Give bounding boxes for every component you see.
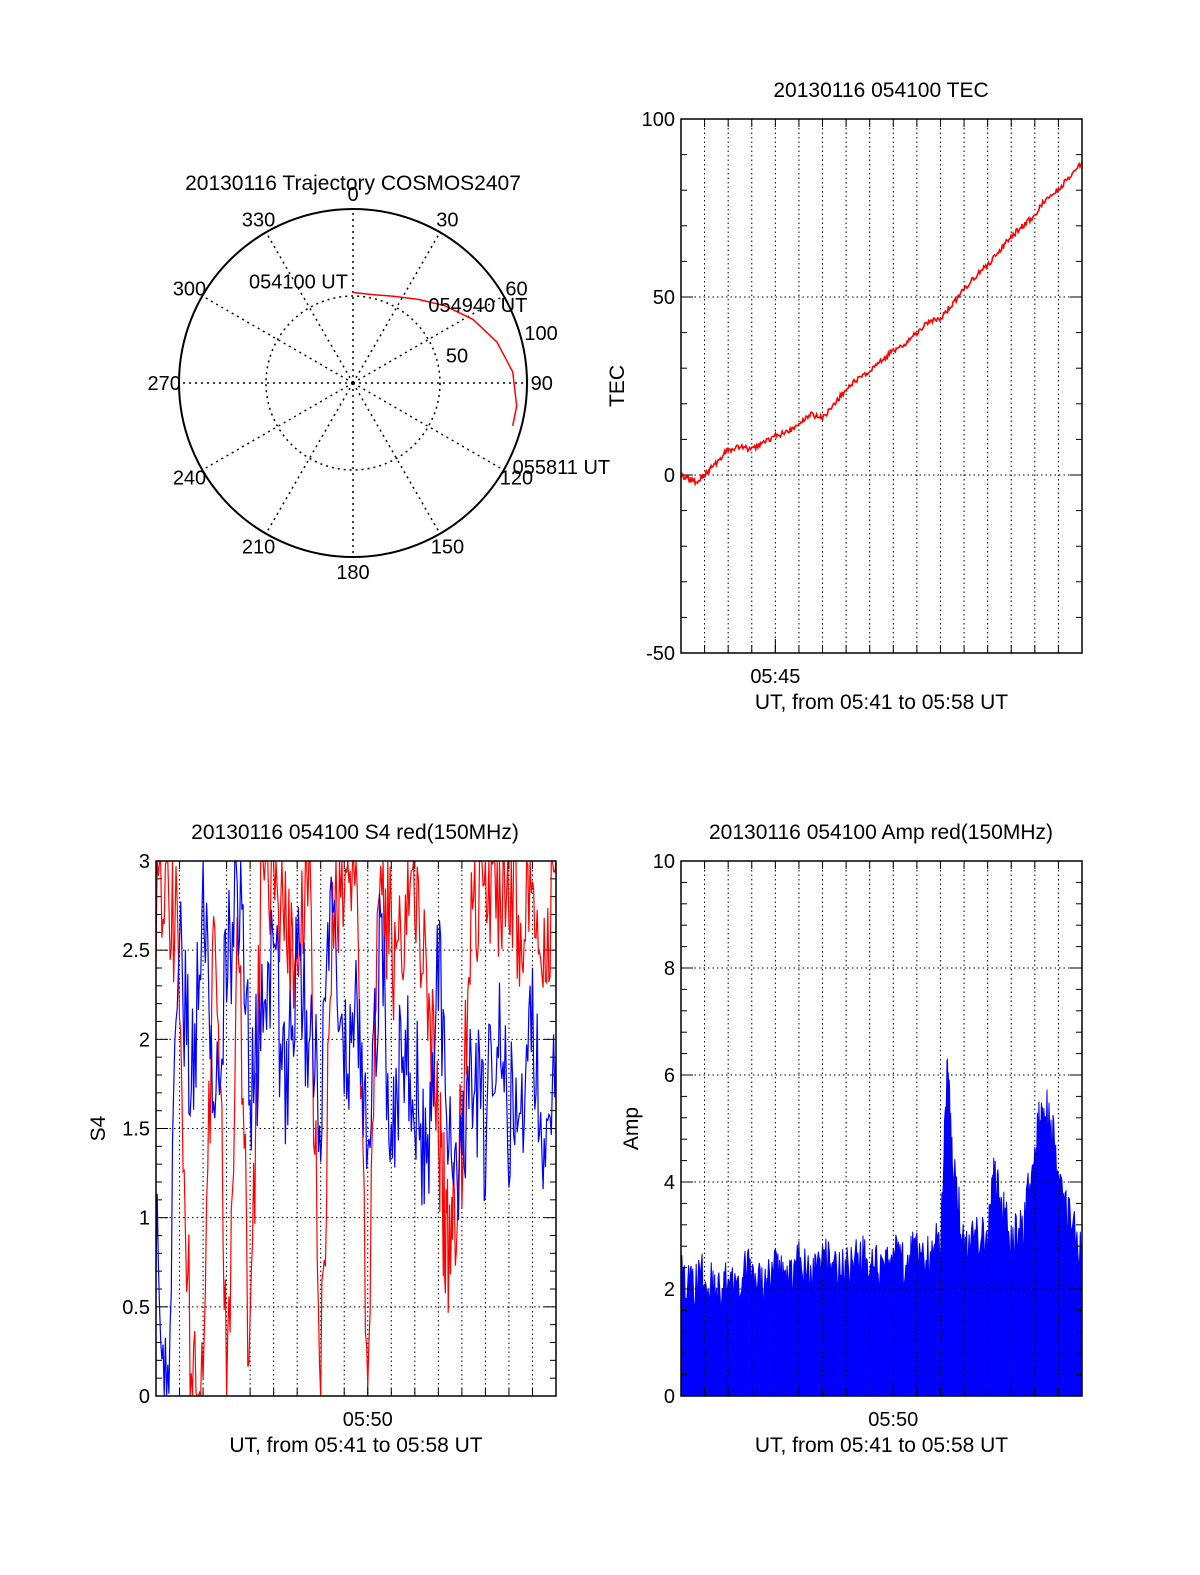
s4-x-tick-label: 05:50 (343, 1409, 393, 1431)
tec-y-tick-label: -50 (646, 643, 675, 665)
amp-y-tick-labels: 0 2 4 6 8 10 (653, 851, 675, 1408)
tec-y-tick-labels: -50 0 50 100 (642, 109, 675, 665)
s4-series-line (155, 860, 557, 1397)
amp-panel: 20130116 054100 Amp red(150MHz) 0246810 … (620, 821, 1083, 1457)
s4-panel: 20130116 054100 S4 red(150MHz) 0 0.5 1 1.5 2… (87, 821, 557, 1457)
s4-y-tick-labels: 0 0.5 1 1.5 2 2.5 3 (122, 851, 150, 1408)
amp-y-tick-label: 4 (664, 1172, 675, 1194)
amp-title: 20130116 054100 Amp red(150MHz) (709, 821, 1053, 844)
polar-grid-spoke (201, 295, 354, 384)
tec-series-line (680, 161, 1083, 487)
polar-grid-spoke (352, 295, 505, 384)
polar-angle-tick-label: 330 (242, 210, 275, 232)
amp-y-tick-label: 8 (664, 958, 675, 980)
polar-angle-tick-label: 90 (531, 373, 553, 395)
polar-grid-spoke (352, 382, 505, 471)
tec-y-axis-label: TEC (606, 365, 629, 407)
amp-y-tick-label: 6 (664, 1065, 675, 1087)
polar-angle-tick-label: 210 (242, 536, 275, 558)
amp-x-tick-label: 05:50 (868, 1409, 918, 1431)
s4-y-tick-label: 1 (139, 1208, 150, 1230)
polar-angle-tick-label: 180 (336, 562, 369, 584)
amp-grid (681, 860, 1082, 1397)
polar-angle-tick-label: 30 (436, 210, 458, 232)
tec-x-tick-label: 05:45 (750, 666, 800, 688)
trajectory-series (352, 291, 518, 426)
tec-y-tick-label: 0 (664, 465, 675, 487)
polar-angle-tick-label: 300 (173, 279, 206, 301)
polar-grid-spoke (352, 231, 441, 384)
polar-radial-tick-labels: 50 100 (446, 323, 558, 368)
s4-grid (156, 860, 556, 1397)
trajectory-time-annotation: 054940 UT (428, 295, 527, 317)
s4-y-tick-label: 1.5 (122, 1119, 150, 1141)
tec-x-axis-label: UT, from 05:41 to 05:58 UT (755, 691, 1008, 714)
amp-x-tick-labels: 05:50 (868, 1409, 918, 1431)
amp-y-tick-label: 0 (664, 1386, 675, 1408)
polar-angle-tick-label: 240 (173, 467, 206, 489)
trajectory-title: 20130116 Trajectory COSMOS2407 (185, 172, 521, 195)
polar-grid-spoke (265, 231, 354, 384)
amp-series-area (680, 1057, 1083, 1397)
tec-y-tick-label: 50 (653, 287, 675, 309)
amp-series (680, 1057, 1083, 1397)
polar-angle-tick-label: 0 (347, 184, 358, 206)
polar-grid (179, 209, 527, 557)
s4-y-tick-label: 0 (139, 1386, 150, 1408)
tec-x-tick-labels: 05:45 (750, 666, 800, 688)
trajectory-panel: 20130116 Trajectory COSMOS2407 0 30 60 90 12… (148, 172, 611, 584)
polar-grid-spoke (265, 382, 354, 535)
s4-x-tick-labels: 05:50 (343, 1409, 393, 1431)
tec-panel: 20130116 054100 TEC -50 0 50 100 05:45 UT, … (606, 79, 1083, 714)
tec-series (680, 161, 1083, 487)
tec-y-tick-label: 100 (642, 109, 675, 131)
polar-outer-circle (178, 208, 528, 558)
amp-plot-frame (680, 860, 1083, 1397)
amp-x-axis-label: UT, from 05:41 to 05:58 UT (755, 1434, 1008, 1457)
tec-grid (681, 118, 1082, 654)
amp-y-axis-label: Amp (620, 1107, 643, 1150)
trajectory-time-annotation: 054100 UT (249, 272, 348, 294)
polar-angle-tick-label: 150 (431, 536, 464, 558)
tec-plot-frame (680, 118, 1083, 654)
polar-grid-spoke (201, 382, 354, 471)
polar-grid-ring (265, 295, 441, 471)
amp-y-tick-label: 2 (664, 1279, 675, 1301)
polar-grid-spoke (352, 382, 441, 535)
s4-series (155, 860, 557, 1397)
tec-title: 20130116 054100 TEC (773, 79, 988, 102)
polar-angular-tick-labels: 0 30 60 90 120 150 180 210 240 270 300 330 (148, 184, 553, 584)
s4-y-axis-label: S4 (87, 1115, 110, 1141)
trajectory-line (352, 291, 518, 426)
amp-y-tick-label: 10 (653, 851, 675, 873)
trajectory-annotations: 054100 UT 054940 UT 055811 UT (249, 272, 610, 479)
s4-y-tick-label: 3 (139, 851, 150, 873)
s4-y-tick-label: 0.5 (122, 1297, 150, 1319)
polar-angle-tick-label: 270 (148, 373, 181, 395)
s4-x-axis-label: UT, from 05:41 to 05:58 UT (229, 1434, 482, 1457)
s4-y-tick-label: 2.5 (122, 940, 150, 962)
s4-title: 20130116 054100 S4 red(150MHz) (191, 821, 519, 844)
polar-angle-tick-label: 60 (505, 279, 527, 301)
polar-angle-tick-label: 120 (500, 467, 533, 489)
polar-radius-tick-label: 100 (524, 323, 557, 345)
polar-radius-tick-label: 50 (446, 345, 468, 367)
trajectory-time-annotation: 055811 UT (513, 457, 610, 479)
s4-y-tick-label: 2 (139, 1029, 150, 1051)
s4-plot-frame (155, 860, 557, 1397)
